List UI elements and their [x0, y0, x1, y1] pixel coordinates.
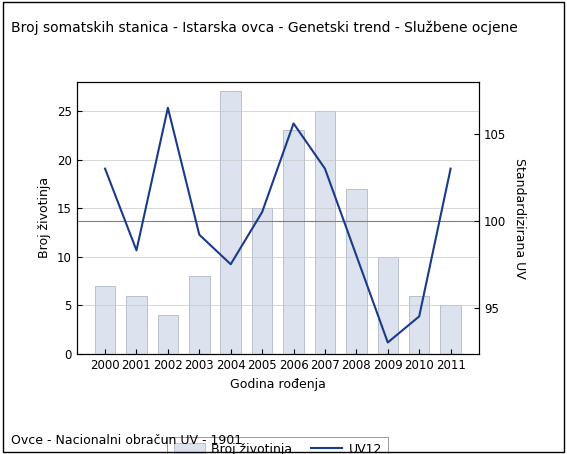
Y-axis label: Standardizirana UV: Standardizirana UV	[513, 158, 526, 278]
Bar	[315, 111, 335, 354]
Bar	[252, 208, 272, 354]
Text: Broj somatskih stanica - Istarska ovca - Genetski trend - Službene ocjene: Broj somatskih stanica - Istarska ovca -…	[11, 20, 518, 35]
Bar	[284, 130, 304, 354]
Bar	[378, 257, 398, 354]
Text: Ovce - Nacionalni obračun UV - 1901: Ovce - Nacionalni obračun UV - 1901	[11, 434, 243, 447]
Y-axis label: Broj životinja: Broj životinja	[38, 178, 51, 258]
X-axis label: Godina rođenja: Godina rođenja	[230, 378, 326, 390]
Bar	[126, 296, 147, 354]
Bar	[409, 296, 429, 354]
Bar	[441, 306, 461, 354]
Bar	[221, 91, 241, 354]
Bar	[346, 189, 367, 354]
Legend: Broj životinja, UV12: Broj životinja, UV12	[167, 437, 388, 454]
Bar	[158, 315, 178, 354]
Bar	[95, 286, 115, 354]
Bar	[189, 276, 209, 354]
